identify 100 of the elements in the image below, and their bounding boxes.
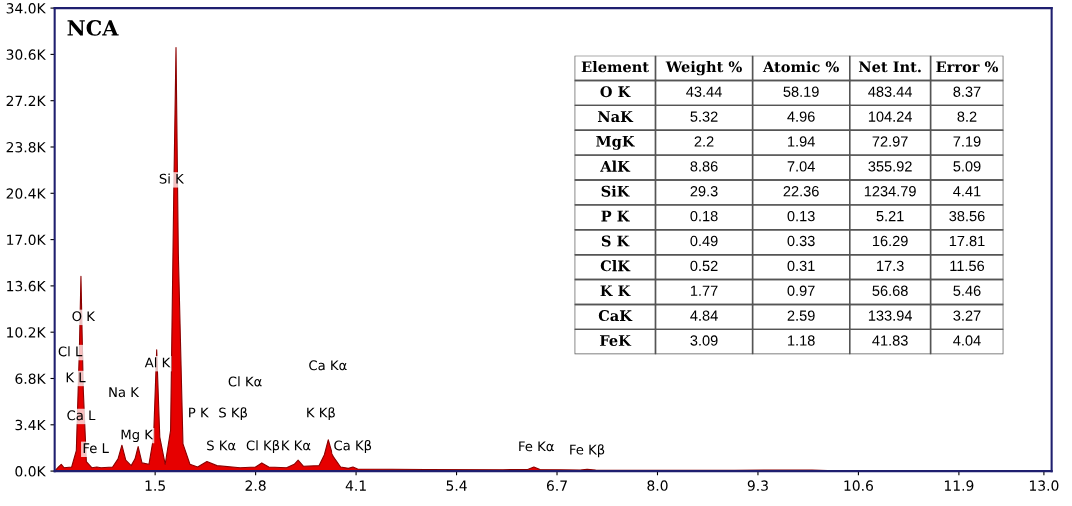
annotation: ClK	[600, 260, 631, 272]
category-label: Element	[581, 61, 649, 73]
annotation: 8.2	[957, 111, 977, 122]
annotation: Ca L	[67, 410, 96, 421]
annotation: S Kα	[207, 440, 236, 451]
chart-title: NCA	[67, 20, 119, 36]
annotation: SiK	[601, 185, 630, 197]
annotation: Ca Kα	[309, 360, 347, 371]
annotation: 17.3	[877, 260, 904, 272]
annotation: 3.09	[690, 335, 718, 346]
annotation: 5.46	[953, 285, 981, 296]
y-tick-label: 34.0K	[6, 3, 46, 14]
x-tick-label: 11.9	[944, 480, 974, 491]
y-tick-label: 27.2K	[6, 95, 46, 106]
annotation: O K	[72, 311, 96, 322]
annotation: 1.77	[690, 285, 718, 296]
annotation: 0.49	[690, 235, 718, 247]
y-tick-label: 17.0K	[7, 234, 46, 246]
annotation: Al K	[144, 357, 171, 368]
annotation: NaK	[597, 111, 634, 123]
annotation: 0.13	[787, 210, 815, 222]
annotation: 0.52	[690, 260, 718, 272]
annotation: 4.96	[787, 111, 815, 122]
x-tick-label: 1.5	[145, 480, 165, 491]
annotation: Cl Kα	[228, 376, 262, 387]
annotation: 4.04	[953, 335, 981, 346]
annotation: O K	[600, 86, 631, 98]
x-tick-label: 5.4	[446, 480, 467, 491]
category-label: Weight %	[665, 60, 742, 76]
x-tick-label: 4.1	[345, 480, 366, 491]
annotation: AlK	[600, 160, 631, 172]
annotation: Na K	[109, 387, 140, 398]
annotation: K L	[66, 372, 86, 383]
annotation: 17.81	[949, 235, 985, 247]
y-tick-label: 13.6K	[7, 280, 46, 292]
category-label: Atomic %	[762, 61, 839, 73]
annotation: 43.44	[686, 86, 722, 97]
annotation: Si K	[159, 173, 185, 184]
annotation: Fe L	[83, 443, 109, 454]
annotation: 1.94	[788, 136, 815, 147]
annotation: 0.33	[787, 235, 815, 247]
y-tick-label: 0.0K	[15, 466, 46, 477]
annotation: 56.68	[872, 285, 908, 296]
x-tick-label: 8.0	[647, 480, 668, 491]
annotation: 1.18	[788, 335, 815, 346]
annotation: 0.31	[787, 260, 815, 272]
annotation: 355.92	[868, 161, 912, 172]
x-tick-label: 6.7	[546, 480, 567, 491]
category-label: Error %	[936, 61, 999, 73]
annotation: 5.09	[953, 161, 981, 172]
annotation: Mg K	[121, 429, 154, 443]
annotation: 133.94	[868, 310, 912, 321]
annotation: 4.41	[953, 186, 981, 197]
annotation: 22.36	[783, 186, 819, 197]
annotation: 8.37	[953, 86, 981, 97]
annotation: FeK	[599, 335, 632, 346]
annotation: 7.19	[953, 136, 981, 147]
annotation: Fe Kα	[519, 441, 554, 452]
x-tick-label: 10.6	[844, 480, 874, 491]
annotation: 2.59	[787, 310, 815, 321]
annotation: 58.19	[783, 86, 819, 97]
annotation: P K	[189, 407, 209, 418]
y-tick-label: 10.2K	[7, 327, 46, 338]
annotation: 16.29	[872, 235, 908, 247]
y-tick-label: 3.4K	[15, 419, 46, 431]
x-tick-label: 13.0	[1029, 480, 1059, 491]
annotation: 41.83	[872, 335, 908, 346]
annotation: K Kα	[282, 440, 311, 451]
annotation: 4.84	[690, 310, 718, 321]
annotation: 3.27	[953, 310, 981, 321]
annotation: Ca Kβ	[334, 440, 372, 453]
annotation: 29.3	[690, 186, 718, 197]
y-tick-label: 23.8K	[6, 141, 46, 153]
y-tick-label: 20.4K	[6, 188, 46, 199]
annotation: K Kβ	[307, 407, 335, 421]
annotation: S K	[601, 235, 630, 247]
annotation: MgK	[596, 135, 635, 150]
annotation: Cl L	[58, 346, 83, 357]
annotation: 5.32	[690, 111, 718, 122]
x-tick-label: 9.3	[747, 480, 768, 491]
x-tick-label: 2.8	[245, 480, 266, 491]
annotation: 7.04	[787, 161, 815, 172]
annotation: 483.44	[868, 86, 912, 97]
annotation: 2.2	[694, 136, 714, 147]
annotation: P K	[601, 210, 630, 222]
annotation: CaK	[598, 310, 633, 322]
y-tick-label: 30.6K	[6, 49, 46, 60]
annotation: 5.21	[876, 210, 904, 222]
annotation: 38.56	[949, 210, 985, 222]
annotation: K K	[600, 285, 631, 297]
annotation: 11.56	[950, 260, 985, 272]
annotation: 0.97	[787, 285, 815, 296]
annotation: 1234.79	[864, 186, 916, 197]
annotation: 0.18	[690, 210, 718, 222]
annotation: Cl Kβ	[246, 440, 280, 453]
annotation: 8.86	[690, 161, 718, 172]
y-tick-label: 6.8K	[15, 373, 46, 384]
annotation: 72.97	[872, 136, 908, 147]
annotation: Fe Kβ	[570, 444, 605, 458]
annotation: 104.24	[868, 111, 912, 122]
